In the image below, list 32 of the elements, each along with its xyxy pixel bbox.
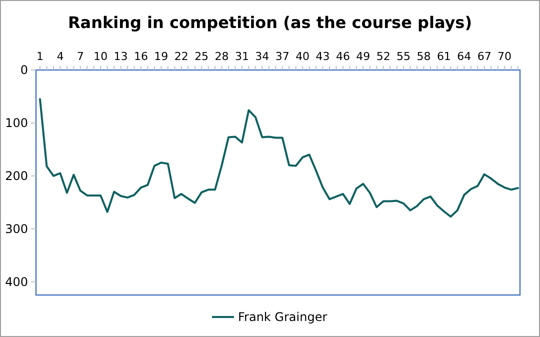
x-tick-label: 67 [477,50,492,63]
x-tick-label: 55 [396,50,411,63]
x-tick-label: 34 [255,50,270,63]
y-tick-label: 0 [20,63,28,77]
x-tick-label: 1 [36,50,44,63]
x-tick-label: 19 [154,50,168,63]
x-tick-label: 52 [376,50,390,63]
x-tick-label: 13 [114,50,128,63]
x-tick-label: 70 [498,50,512,63]
x-tick-label: 64 [457,50,472,63]
x-tick-label: 43 [316,50,330,63]
x-tick-label: 49 [356,50,370,63]
y-tick-label: 300 [5,222,28,236]
x-tick-label: 58 [416,50,431,63]
x-tick-label: 61 [436,50,451,63]
x-tick-label: 46 [336,50,350,63]
y-tick-label: 400 [5,274,28,289]
legend-label: Frank Grainger [238,310,328,324]
x-tick-label: 4 [56,50,64,63]
y-tick-label: 200 [5,168,28,183]
line-series [39,98,519,218]
y-tick-label: 100 [5,116,28,130]
x-tick-label: 37 [275,50,290,63]
x-tick-label: 7 [76,50,84,63]
x-tick-label: 16 [134,50,148,63]
x-tick-label: 22 [174,50,188,63]
x-tick-label: 31 [234,50,249,63]
x-tick-label: 40 [296,50,310,63]
x-tick-label: 28 [214,50,229,63]
x-tick-label: 10 [94,50,108,63]
x-tick-label: 25 [194,50,209,63]
chart-title: Ranking in competition (as the course plays) [68,13,472,32]
